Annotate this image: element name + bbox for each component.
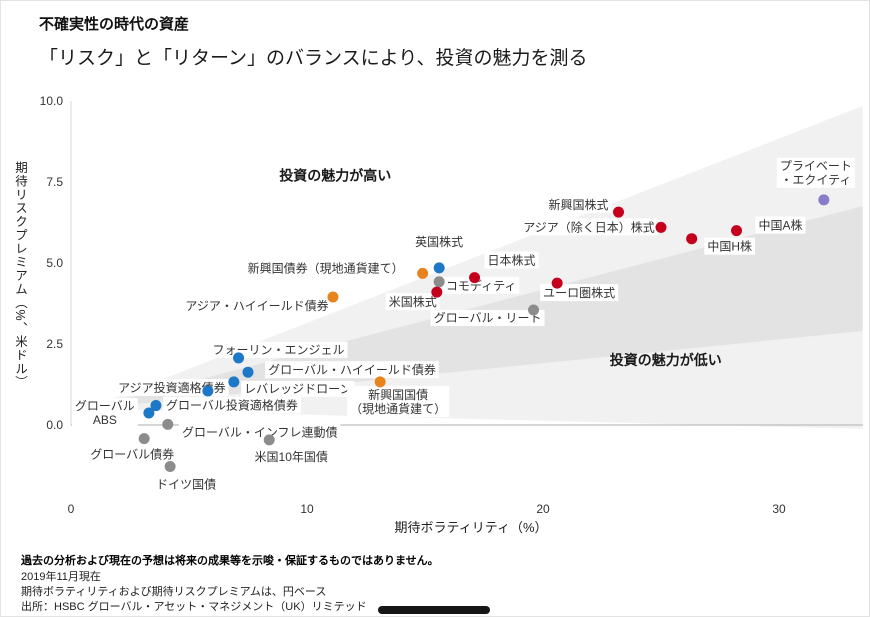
asia-investment-grade-bonds-point <box>202 385 214 397</box>
eurozone-equities-point <box>551 277 563 289</box>
eurozone-equities-label-bg <box>540 284 619 302</box>
footer-basis-note: 期待ボラティリティおよび期待リスクプレミアムは、円ベース <box>21 586 327 598</box>
us-equities-point <box>431 286 443 298</box>
us-10y-treasury-point <box>263 434 275 446</box>
private-equity-label: プライベート・エクイティ <box>780 159 852 187</box>
asia-high-yield-bonds-label-bg <box>182 297 332 315</box>
x-tick: 30 <box>772 502 786 516</box>
china-a-shares-label: 中国A株 <box>759 218 803 233</box>
global-investment-grade-bonds-point <box>150 400 162 412</box>
us-equities-label-bg <box>385 293 440 311</box>
fallen-angels-label-bg <box>209 341 348 358</box>
fallen-angels-label: フォーリン・エンジェル <box>213 343 345 357</box>
global-bonds-label: グローバル債券 <box>90 447 174 462</box>
page-subtitle: 「リスク」と「リターン」のバランスにより、投資の魅力を測る <box>39 48 588 69</box>
x-axis-label: 期待ボラティリティ（%） <box>395 520 548 535</box>
em-bonds-local-currency-label-bg <box>244 259 407 277</box>
bottom-handle-bar <box>378 606 490 614</box>
leveraged-loans-point <box>228 376 240 388</box>
private-equity-point <box>818 194 830 206</box>
global-abs-label: グローバル ABS <box>75 399 135 427</box>
footer-source: 出所：HSBC グローバル・アセット・マネジメント（UK）リミテッド <box>21 601 367 613</box>
fallen-angels-point <box>233 352 245 364</box>
em-bonds-local-currency-point <box>417 267 429 279</box>
global-high-yield-bonds-label: グローバル・ハイイールド債券 <box>268 362 436 377</box>
global-high-yield-bonds-point <box>242 366 254 378</box>
asia-high-yield-bonds-label: アジア・ハイイールド債券 <box>185 298 328 313</box>
global-inflation-linked-bonds-label-bg <box>178 423 341 441</box>
global-bonds-label-bg <box>87 445 178 463</box>
china-h-shares-point <box>686 233 698 245</box>
asia-ex-japan-equities-point <box>655 221 667 233</box>
leveraged-loans-label: レバレッジドローン <box>244 382 351 396</box>
japan-equities-label-bg <box>484 251 539 269</box>
asia-ex-japan-equities-label-bg <box>520 218 658 236</box>
footer-disclaimer: 過去の分析および現在の予想は将来の成果等を示唆・保証するものではありません。 <box>21 555 439 567</box>
em-government-bonds-local-currency-point <box>374 376 386 388</box>
uk-equities-label: 英国株式 <box>415 234 463 249</box>
global-investment-grade-bonds-label-bg <box>163 396 301 414</box>
leveraged-loans-label-bg <box>241 380 355 397</box>
asia-investment-grade-bonds-label-bg <box>115 378 229 396</box>
japan-equities-label: 日本株式 <box>488 253 536 268</box>
uk-equities-label-bg <box>412 232 467 250</box>
commodities-point <box>433 276 445 288</box>
global-reits-label: グローバル・リート <box>434 311 542 325</box>
em-government-bonds-local-currency-label-bg <box>347 385 450 417</box>
china-h-shares-label-bg <box>704 237 756 255</box>
us-10y-treasury-label-bg <box>251 447 331 465</box>
y-tick: 5.0 <box>46 256 63 270</box>
y-tick: 7.5 <box>46 175 63 189</box>
y-tick: 0.0 <box>46 418 63 432</box>
global-high-yield-bonds-label-bg <box>265 361 439 379</box>
y-axis-label: 期待リスクプレミアム（%、米ドル） <box>13 161 27 390</box>
asia-high-yield-bonds-point <box>327 291 339 303</box>
eurozone-equities-label: ユーロ圏株式 <box>543 285 615 300</box>
y-tick: 2.5 <box>46 337 63 351</box>
global-abs-point <box>143 407 155 419</box>
page-title: 不確実性の時代の資産 <box>39 16 190 33</box>
global-investment-grade-bonds-label: グローバル投資適格債券 <box>166 398 298 413</box>
zone-annotation: 投資の魅力が低い <box>610 352 722 368</box>
global-inflation-linked-bonds-label: グローバル・インフレ連動債 <box>182 424 338 439</box>
us-equities-label: 米国株式 <box>389 294 437 309</box>
asia-ex-japan-equities-label: アジア（除く日本）株式 <box>523 219 655 234</box>
asia-investment-grade-bonds-label: アジア投資適格債券 <box>118 380 226 395</box>
x-tick: 10 <box>300 502 314 516</box>
global-inflation-linked-bonds-point <box>162 418 174 430</box>
global-reits-label-bg <box>430 309 545 326</box>
japan-equities-point <box>469 272 481 284</box>
em-equities-label-bg <box>545 196 612 214</box>
china-a-shares-label-bg <box>755 216 806 234</box>
x-tick: 0 <box>68 502 75 516</box>
global-bonds-point <box>138 433 150 445</box>
private-equity-label-bg <box>776 157 855 188</box>
em-equities-point <box>613 206 625 218</box>
footer-as-of-date: 2019年11月現在 <box>21 571 101 583</box>
german-bonds-label-bg <box>153 475 220 493</box>
em-government-bonds-local-currency-label: 新興国国債（現地通貨建て） <box>350 387 446 416</box>
commodities-label-bg <box>442 276 520 294</box>
china-a-shares-point <box>731 225 743 237</box>
us-10y-treasury-label: 米国10年国債 <box>255 449 328 464</box>
uk-equities-point <box>433 262 445 274</box>
x-tick: 20 <box>536 502 550 516</box>
global-abs-label-bg <box>71 398 138 429</box>
german-bonds-point <box>164 460 176 472</box>
commodities-label: コモディティ <box>446 278 516 293</box>
german-bonds-label: ドイツ国債 <box>156 476 216 491</box>
attractiveness-fan-upper <box>86 105 863 410</box>
y-tick: 10.0 <box>40 94 64 108</box>
china-h-shares-label: 中国H株 <box>707 239 752 254</box>
em-equities-label: 新興国株式 <box>549 197 609 212</box>
em-bonds-local-currency-label: 新興国債券（現地通貨建て） <box>248 260 404 275</box>
chart-svg: 10.0 7.5 5.0 2.5 0.0 0 10 20 30 期待ボラティリティ（%） 投資の魅力… <box>40 94 863 535</box>
zone-annotation: 投資の魅力が高い <box>279 167 391 183</box>
global-reits-point <box>528 304 540 316</box>
